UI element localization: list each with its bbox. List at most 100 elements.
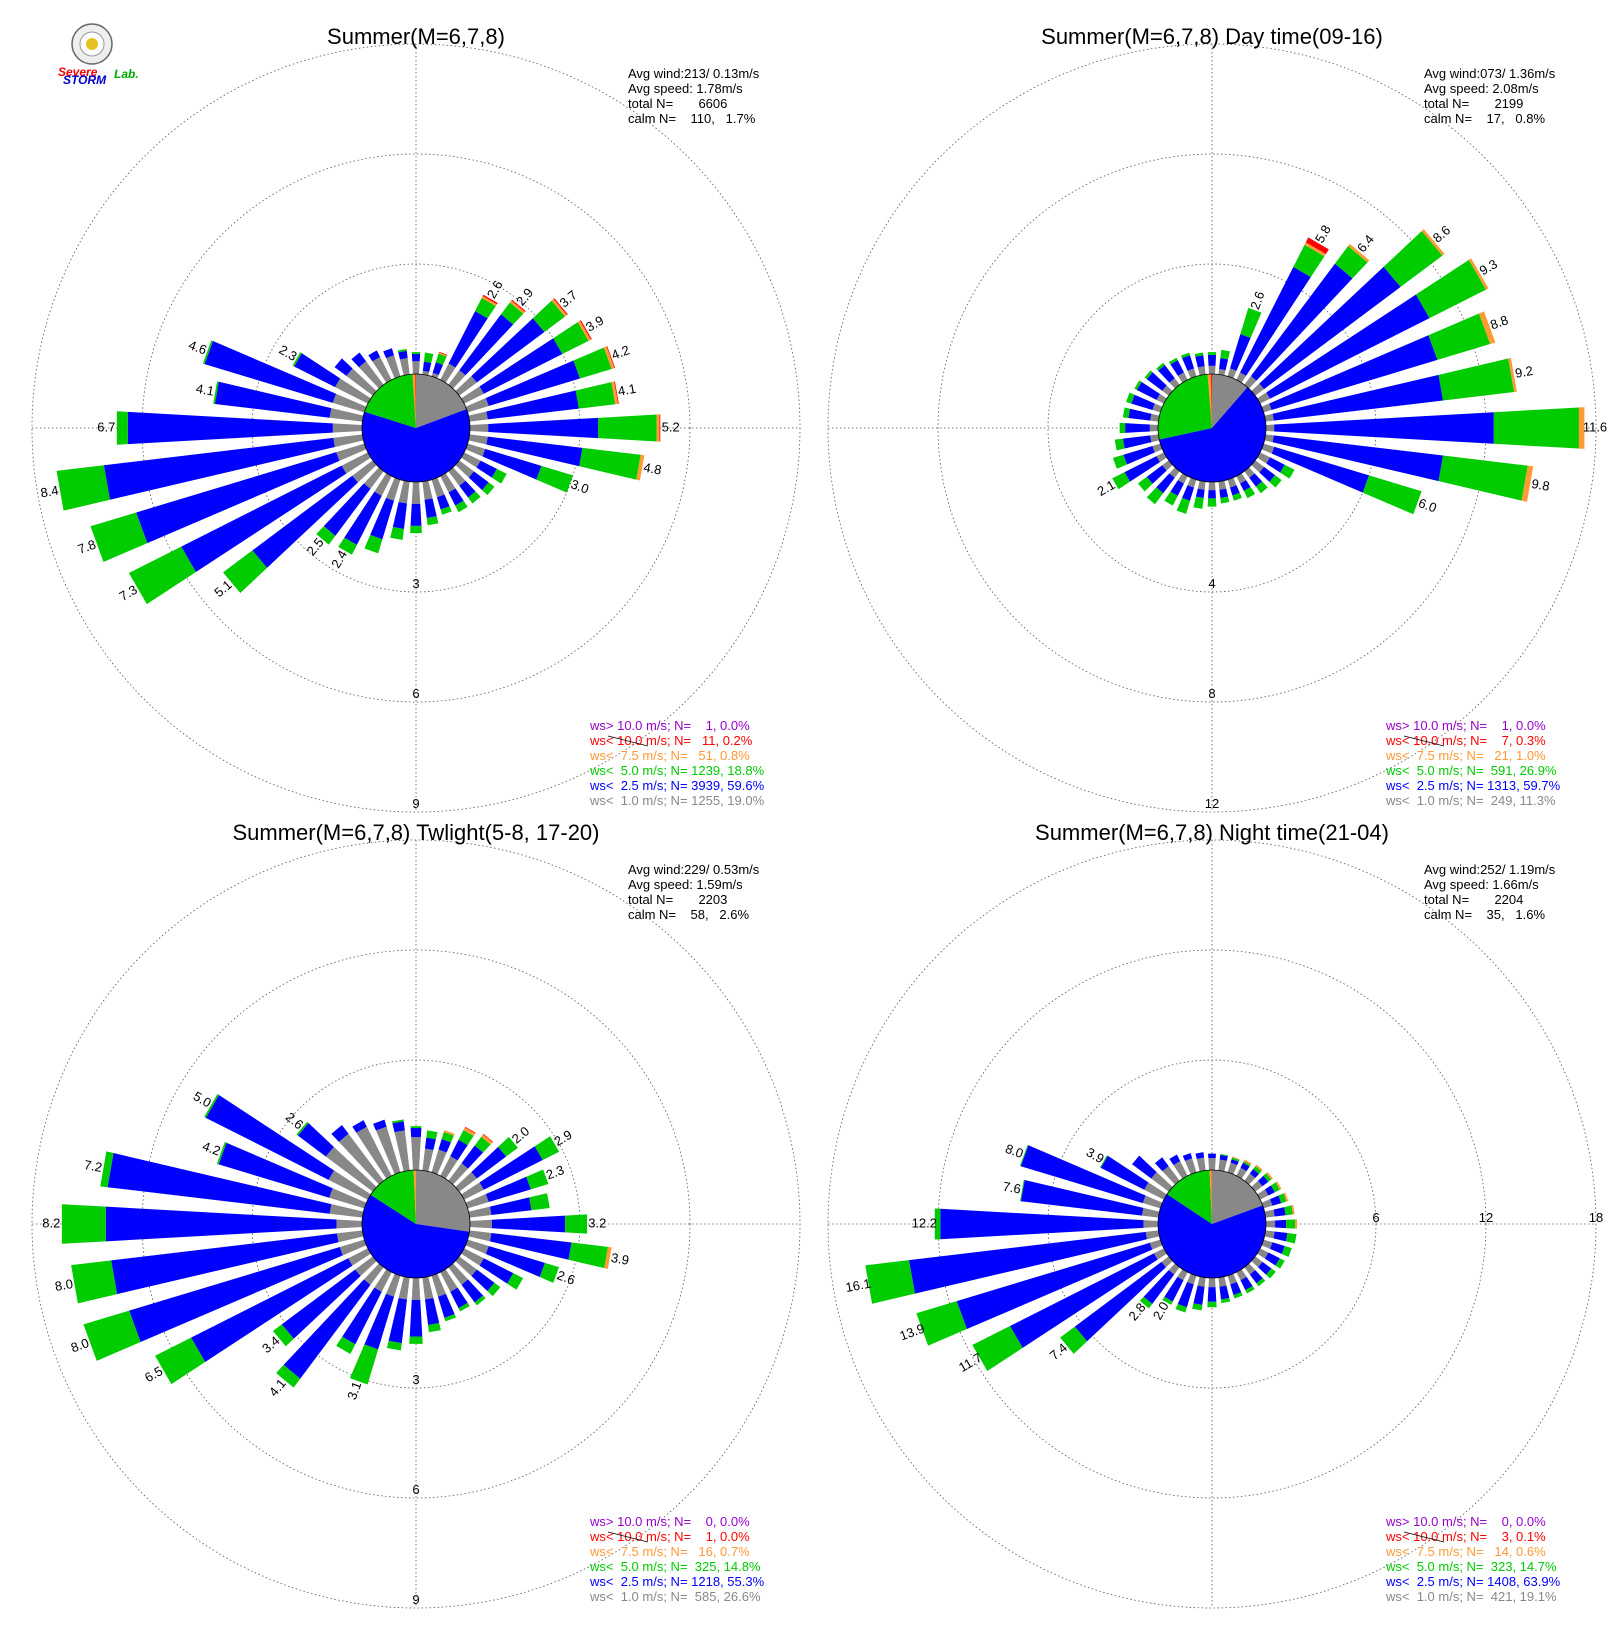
bar-segment	[1219, 1154, 1228, 1161]
bar-segment	[292, 352, 302, 367]
bar-segment	[440, 473, 456, 493]
bar-segment	[1208, 1153, 1216, 1159]
bar-dir-120	[1257, 1248, 1285, 1269]
bar-percent-label: 2.3	[544, 1162, 566, 1182]
bar-segment	[636, 454, 645, 481]
bar-segment	[471, 318, 545, 383]
bar-segment	[281, 1269, 361, 1339]
bar-segment	[1236, 473, 1247, 484]
pie-slice	[1159, 387, 1266, 482]
bar-segment	[448, 1263, 469, 1285]
pie-slice	[412, 374, 416, 428]
bar-segment	[336, 1219, 363, 1229]
bar-segment	[364, 534, 383, 554]
bar-segment	[1245, 1286, 1255, 1294]
bar-percent-label: 8.8	[1488, 312, 1510, 332]
bar-dir-290	[1019, 1144, 1163, 1209]
bar-segment	[1273, 1231, 1288, 1242]
bar-segment	[1261, 1239, 1273, 1249]
bar-segment	[1144, 370, 1153, 380]
bar-segment	[1196, 1157, 1206, 1172]
bar-percent-label: 13.9	[898, 1321, 927, 1344]
bar-segment	[465, 398, 489, 413]
bar-segment	[1020, 1145, 1146, 1204]
bar-dir-260	[1114, 434, 1160, 451]
logo-severe-text: Severe	[58, 65, 98, 79]
bar-segment	[100, 1151, 114, 1188]
bar-segment	[111, 1233, 339, 1295]
bar-segment	[1182, 1152, 1193, 1161]
bar-segment	[1256, 1278, 1266, 1287]
bar-dir-40	[448, 299, 526, 389]
bar-segment	[438, 1138, 451, 1153]
bar-segment	[1266, 1268, 1276, 1279]
bar-segment	[1146, 372, 1167, 391]
bar-segment	[1230, 1159, 1239, 1166]
pie-slice	[1158, 1194, 1267, 1278]
info-line: Avg wind:252/ 1.19m/s	[1424, 862, 1556, 877]
bar-segment	[440, 1269, 458, 1292]
bar-segment	[1149, 424, 1159, 432]
bar-segment	[553, 298, 568, 316]
bar-dir-360	[1208, 1153, 1216, 1171]
info-line: total N= 2199	[1424, 96, 1523, 111]
bar-segment	[334, 358, 353, 376]
ring-label: 3	[412, 1372, 419, 1387]
bar-segment	[61, 1204, 106, 1244]
bar-dir-160	[1227, 1273, 1243, 1299]
bar-segment	[1227, 1162, 1238, 1175]
pie-outline	[1157, 1169, 1267, 1279]
bar-segment	[1195, 488, 1205, 499]
bar-segment	[482, 482, 495, 496]
bar-dir-100	[1264, 434, 1534, 502]
bar-segment	[1125, 423, 1150, 433]
pie-slice	[362, 409, 470, 482]
bar-segment	[551, 298, 567, 317]
bar-dir-340	[1180, 352, 1197, 379]
bar-segment	[339, 1239, 367, 1256]
bar-segment	[370, 497, 395, 540]
bar-segment	[1286, 1219, 1296, 1229]
speed-class-pie	[361, 373, 471, 483]
bar-dir-170	[422, 480, 439, 526]
bar-segment	[1177, 1269, 1188, 1281]
bar-segment	[1291, 1204, 1295, 1215]
pie-slice	[415, 374, 416, 428]
bar-segment	[1244, 1263, 1256, 1275]
bar-segment	[341, 452, 371, 474]
bar-segment	[1270, 1242, 1285, 1254]
bar-segment	[469, 1219, 492, 1229]
bar-segment	[1284, 1205, 1293, 1216]
bar-percent-label: 4.2	[200, 1138, 222, 1158]
bar-dir-200	[1175, 1273, 1197, 1313]
bar-dir-230	[223, 460, 377, 593]
bar-segment	[568, 1242, 608, 1269]
bar-segment	[1334, 246, 1368, 279]
info-line: Avg speed: 1.66m/s	[1424, 877, 1539, 892]
bar-segment	[204, 341, 337, 403]
bar-segment	[1220, 1153, 1229, 1157]
bar-segment	[432, 362, 444, 375]
bar-segment	[363, 1263, 384, 1285]
bar-percent-label: 4.6	[187, 337, 209, 357]
ring-label: 18	[1589, 1210, 1603, 1225]
bar-segment	[455, 500, 468, 513]
bar-segment	[1176, 497, 1191, 514]
bar-segment	[1258, 1175, 1269, 1187]
bar-segment	[1269, 335, 1438, 411]
bar-segment	[390, 526, 404, 540]
legend-entry: ws> 10.0 m/s; N= 0, 0.0%	[589, 1514, 750, 1529]
bar-segment	[1162, 1166, 1180, 1185]
bar-segment	[481, 1134, 493, 1145]
bar-dir-240	[155, 1248, 371, 1385]
info-line: Avg speed: 1.78m/s	[628, 81, 743, 96]
bar-segment	[1182, 355, 1195, 371]
bar-segment	[1249, 473, 1263, 487]
bar-segment	[1126, 392, 1135, 404]
bar-percent-label: 4.1	[617, 381, 637, 399]
bar-segment	[1305, 237, 1329, 254]
bar-segment	[1218, 1159, 1227, 1172]
bar-segment	[338, 537, 357, 555]
bar-dir-80	[468, 381, 619, 422]
